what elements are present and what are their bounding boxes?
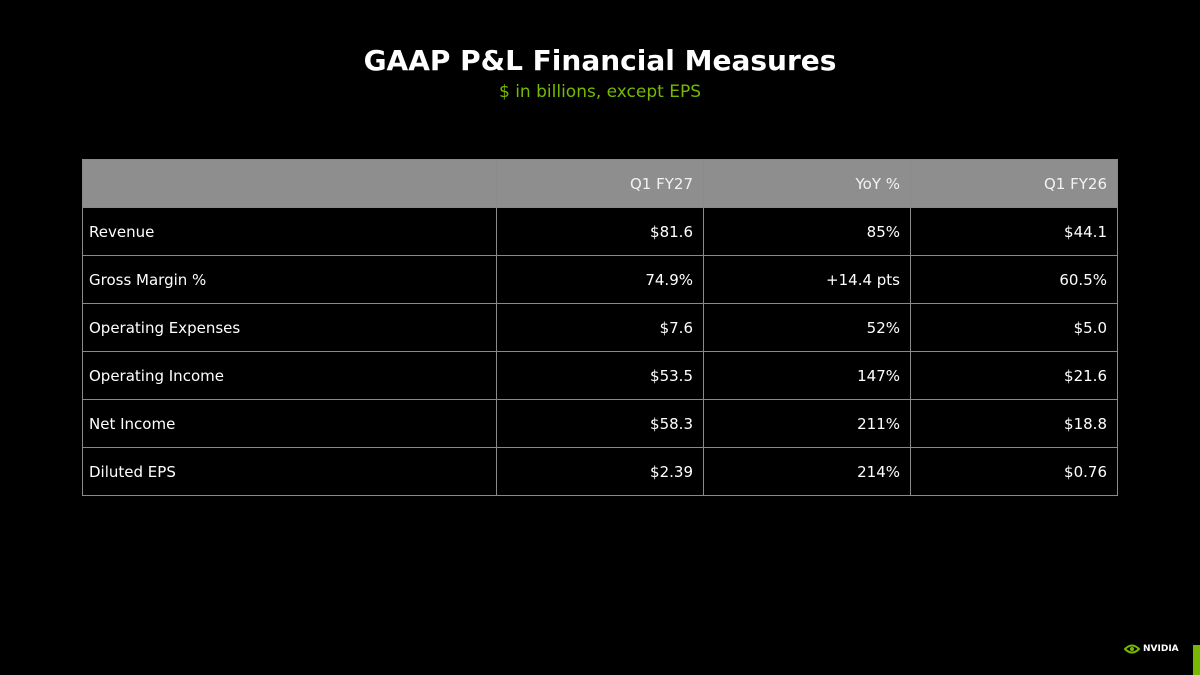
cell: 85% bbox=[703, 207, 911, 256]
table-row: Operating Income $53.5 147% $21.6 bbox=[82, 351, 1118, 400]
cell: $2.39 bbox=[496, 447, 704, 496]
cell: $18.8 bbox=[910, 399, 1118, 448]
column-header: YoY % bbox=[703, 159, 911, 208]
subtitle: $ in billions, except EPS bbox=[498, 82, 702, 102]
header-cell bbox=[82, 159, 497, 208]
cell: 60.5% bbox=[910, 255, 1118, 304]
cell: $58.3 bbox=[496, 399, 704, 448]
accent-bar bbox=[1193, 645, 1200, 675]
column-header: Q1 FY26 bbox=[910, 159, 1118, 208]
row-label: Revenue bbox=[82, 207, 497, 256]
row-label: Net Income bbox=[82, 399, 497, 448]
cell: 147% bbox=[703, 351, 911, 400]
cell: $21.6 bbox=[910, 351, 1118, 400]
cell: $0.76 bbox=[910, 447, 1118, 496]
row-label: Operating Expenses bbox=[82, 303, 497, 352]
table-row: Net Income $58.3 211% $18.8 bbox=[82, 399, 1118, 448]
logo-text: NVIDIA bbox=[1143, 644, 1179, 654]
cell: $81.6 bbox=[496, 207, 704, 256]
table-row: Diluted EPS $2.39 214% $0.76 bbox=[82, 447, 1118, 496]
cell: +14.4 pts bbox=[703, 255, 911, 304]
row-label: Gross Margin % bbox=[82, 255, 497, 304]
row-label: Operating Income bbox=[82, 351, 497, 400]
cell: $5.0 bbox=[910, 303, 1118, 352]
cell: 74.9% bbox=[496, 255, 704, 304]
cell: 211% bbox=[703, 399, 911, 448]
cell: 52% bbox=[703, 303, 911, 352]
cell: $44.1 bbox=[910, 207, 1118, 256]
cell: $7.6 bbox=[496, 303, 704, 352]
table: Q1 FY27 YoY % Q1 FY26 Revenue $81.6 85% $44.1… bbox=[82, 159, 1118, 496]
cell: $53.5 bbox=[496, 351, 704, 400]
table-row: Operating Expenses $7.6 52% $5.0 bbox=[82, 303, 1118, 352]
logo-icon bbox=[1124, 644, 1140, 654]
row-label: Diluted EPS bbox=[82, 447, 497, 496]
table-row: Revenue $81.6 85% $44.1 bbox=[82, 207, 1118, 256]
table-row: Gross Margin % 74.9% +14.4 pts 60.5% bbox=[82, 255, 1118, 304]
title: GAAP P&L Financial Measures bbox=[363, 44, 837, 77]
header-row: Q1 FY27 YoY % Q1 FY26 bbox=[82, 159, 1118, 208]
cell: 214% bbox=[703, 447, 911, 496]
logo: NVIDIA bbox=[1124, 643, 1179, 655]
column-header: Q1 FY27 bbox=[496, 159, 704, 208]
